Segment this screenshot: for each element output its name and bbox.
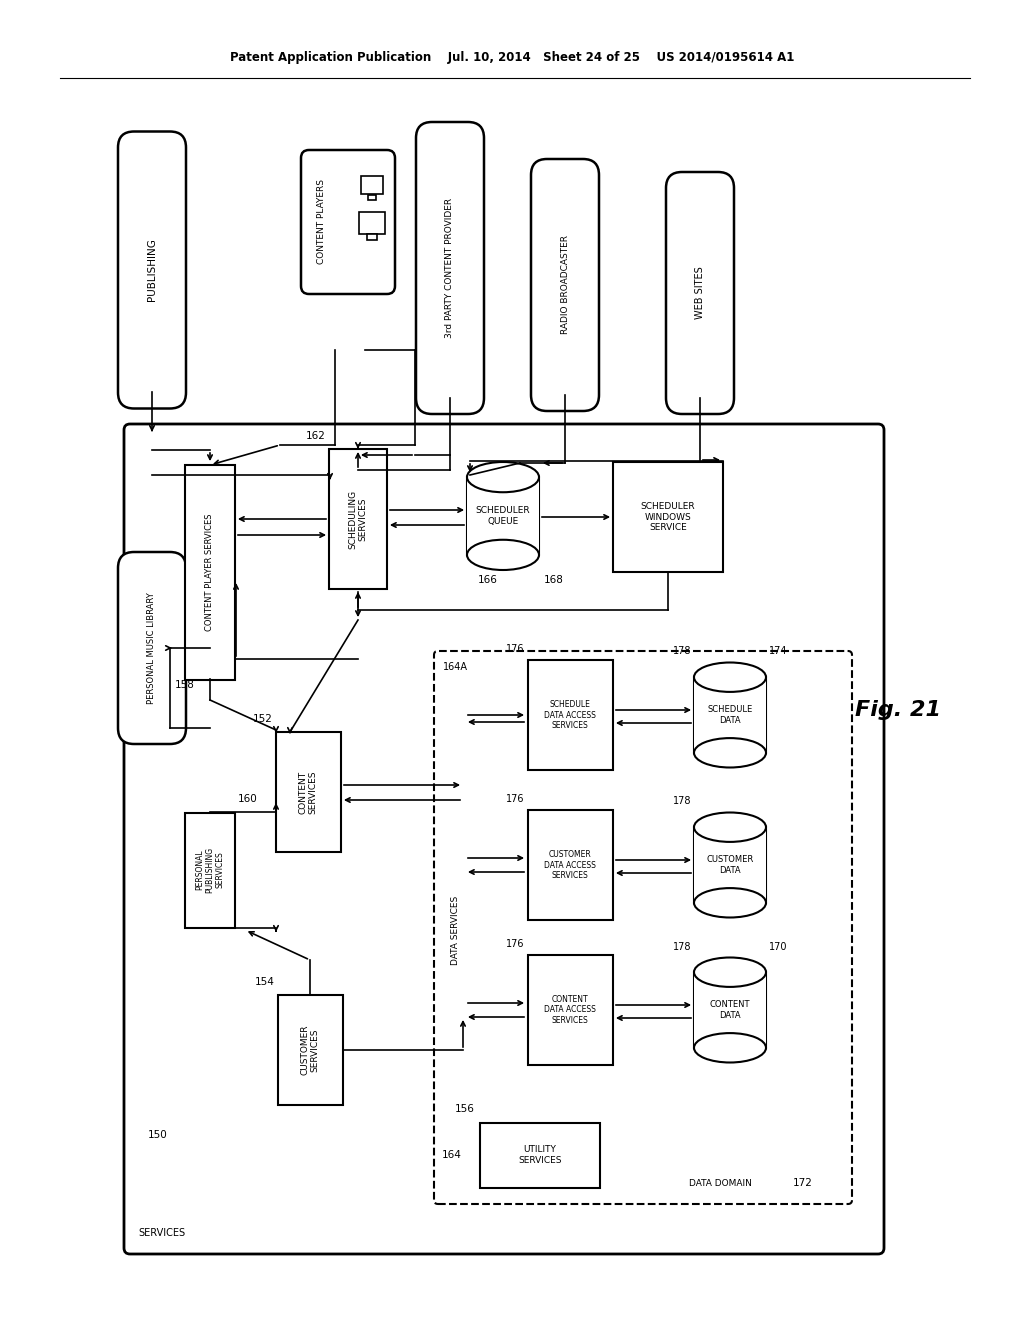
Text: 172: 172	[793, 1177, 813, 1188]
Text: SCHEDULER
QUEUE: SCHEDULER QUEUE	[476, 507, 530, 525]
FancyBboxPatch shape	[666, 172, 734, 414]
Text: 168: 168	[544, 576, 564, 585]
Text: 154: 154	[255, 977, 274, 987]
Ellipse shape	[694, 813, 766, 842]
Bar	[275, 733, 341, 851]
Bar	[613, 462, 723, 572]
Bar	[467, 477, 539, 554]
Text: SCHEDULE
DATA: SCHEDULE DATA	[708, 705, 753, 725]
Text: SERVICES: SERVICES	[138, 1228, 185, 1238]
Text: 174: 174	[769, 647, 787, 656]
Bar	[359, 213, 385, 234]
Text: WEB SITES: WEB SITES	[695, 267, 705, 319]
Text: 160: 160	[238, 795, 258, 804]
Bar	[367, 234, 377, 240]
Text: CONTENT
DATA ACCESS
SERVICES: CONTENT DATA ACCESS SERVICES	[544, 995, 596, 1024]
Text: 152: 152	[253, 714, 272, 723]
Bar	[694, 828, 766, 903]
Text: 166: 166	[478, 576, 498, 585]
Ellipse shape	[694, 738, 766, 767]
Text: 176: 176	[506, 644, 524, 653]
Text: DATA SERVICES: DATA SERVICES	[451, 895, 460, 965]
Ellipse shape	[694, 957, 766, 987]
Ellipse shape	[467, 540, 539, 570]
Text: CUSTOMER
DATA ACCESS
SERVICES: CUSTOMER DATA ACCESS SERVICES	[544, 850, 596, 880]
Text: 170: 170	[769, 941, 787, 952]
Text: PUBLISHING: PUBLISHING	[147, 239, 157, 301]
Text: 178: 178	[673, 796, 691, 807]
Text: CONTENT PLAYER SERVICES: CONTENT PLAYER SERVICES	[206, 513, 214, 631]
Ellipse shape	[694, 663, 766, 692]
FancyBboxPatch shape	[118, 132, 186, 408]
Text: UTILITY
SERVICES: UTILITY SERVICES	[518, 1146, 562, 1164]
Text: Patent Application Publication    Jul. 10, 2014   Sheet 24 of 25    US 2014/0195: Patent Application Publication Jul. 10, …	[229, 51, 795, 65]
FancyBboxPatch shape	[531, 158, 599, 411]
Ellipse shape	[694, 1034, 766, 1063]
Text: 156: 156	[455, 1105, 475, 1114]
Text: 158: 158	[175, 680, 195, 690]
Text: RADIO BROADCASTER: RADIO BROADCASTER	[560, 235, 569, 334]
Bar	[329, 449, 387, 589]
Bar	[185, 465, 234, 680]
Ellipse shape	[467, 462, 539, 492]
Text: SCHEDULE
DATA ACCESS
SERVICES: SCHEDULE DATA ACCESS SERVICES	[544, 700, 596, 730]
FancyBboxPatch shape	[416, 121, 484, 414]
Text: CUSTOMER
DATA: CUSTOMER DATA	[707, 855, 754, 875]
Text: 3rd PARTY CONTENT PROVIDER: 3rd PARTY CONTENT PROVIDER	[445, 198, 455, 338]
Text: DATA DOMAIN: DATA DOMAIN	[688, 1179, 752, 1188]
Text: 164A: 164A	[442, 663, 468, 672]
Text: CUSTOMER
SERVICES: CUSTOMER SERVICES	[300, 1024, 319, 1076]
FancyBboxPatch shape	[124, 424, 884, 1254]
Ellipse shape	[694, 888, 766, 917]
Bar	[361, 176, 383, 194]
Text: 162: 162	[306, 432, 326, 441]
Bar	[694, 973, 766, 1048]
Bar	[527, 954, 612, 1065]
FancyBboxPatch shape	[301, 150, 395, 294]
Text: CONTENT
SERVICES: CONTENT SERVICES	[298, 771, 317, 813]
Text: 150: 150	[148, 1130, 168, 1140]
Text: PERSONAL MUSIC LIBRARY: PERSONAL MUSIC LIBRARY	[147, 593, 157, 704]
Text: 164: 164	[442, 1150, 462, 1160]
FancyBboxPatch shape	[118, 552, 186, 744]
Bar	[368, 194, 376, 199]
Text: CONTENT PLAYERS: CONTENT PLAYERS	[317, 180, 327, 264]
Bar	[694, 677, 766, 752]
Bar	[527, 810, 612, 920]
Text: CONTENT
DATA: CONTENT DATA	[710, 1001, 751, 1019]
FancyBboxPatch shape	[434, 651, 852, 1204]
Text: 176: 176	[506, 939, 524, 949]
Text: 178: 178	[673, 647, 691, 656]
Bar	[527, 660, 612, 770]
Text: SCHEDULER
WINDOWS
SERVICE: SCHEDULER WINDOWS SERVICE	[641, 502, 695, 532]
Bar	[480, 1122, 600, 1188]
Bar	[278, 995, 342, 1105]
Text: Fig. 21: Fig. 21	[855, 700, 941, 719]
Text: 178: 178	[673, 941, 691, 952]
Text: 176: 176	[506, 795, 524, 804]
Text: SCHEDULING
SERVICES: SCHEDULING SERVICES	[348, 490, 368, 549]
Bar	[185, 813, 234, 928]
Text: PERSONAL
PUBLISHING
SERVICES: PERSONAL PUBLISHING SERVICES	[196, 847, 225, 894]
